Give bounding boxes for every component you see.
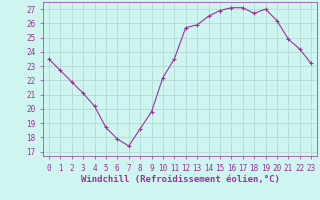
X-axis label: Windchill (Refroidissement éolien,°C): Windchill (Refroidissement éolien,°C) <box>81 175 279 184</box>
